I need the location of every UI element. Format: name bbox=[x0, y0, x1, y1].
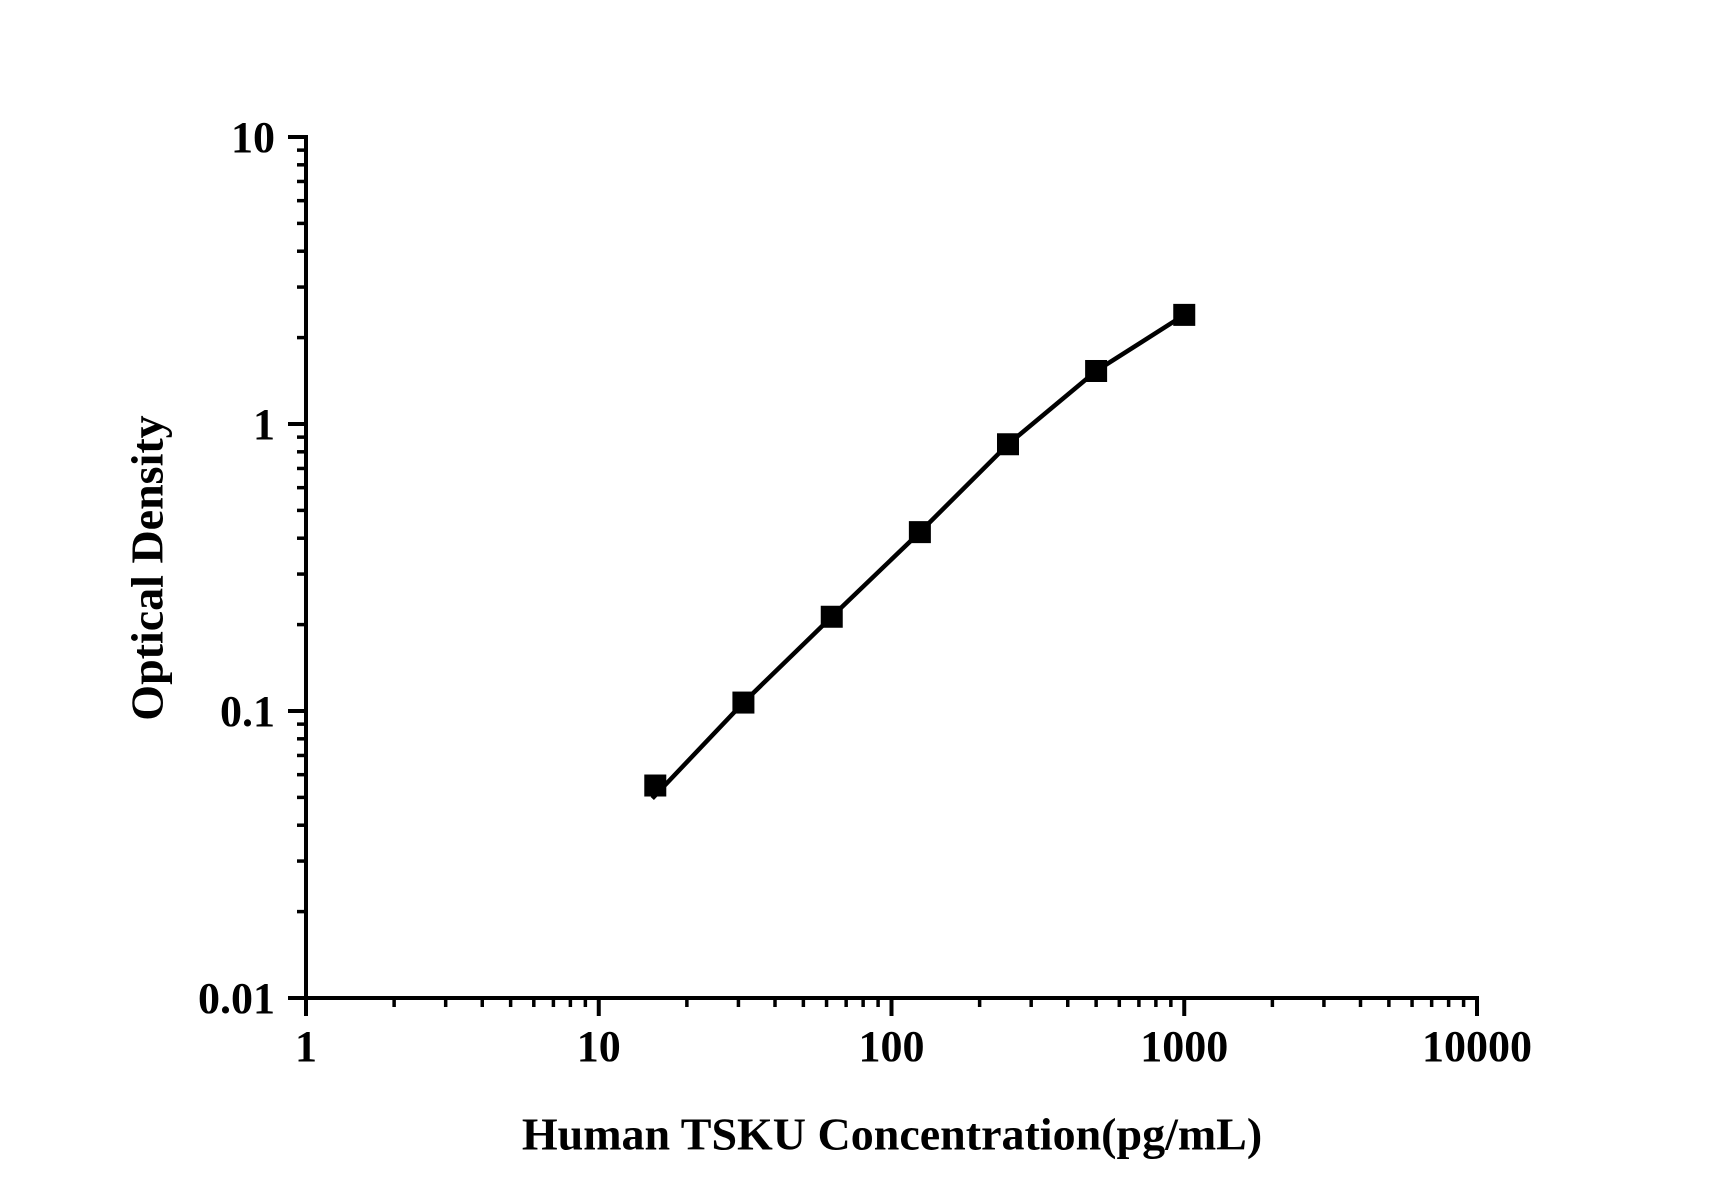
y-tick-label: 10 bbox=[231, 113, 275, 162]
tick-labels: 1 10 100 1000 10000 0.01 0.1 1 10 bbox=[198, 113, 1532, 1071]
data-point-marker bbox=[908, 521, 931, 544]
y-tick-label: 0.01 bbox=[198, 974, 275, 1023]
x-tick-label: 1000 bbox=[1140, 1022, 1228, 1071]
y-tick-label: 0.1 bbox=[220, 687, 275, 736]
data-point-marker bbox=[644, 774, 667, 797]
data-point-marker bbox=[1085, 359, 1108, 382]
y-axis-title: Optical Density bbox=[121, 415, 173, 721]
x-tick-label: 1 bbox=[295, 1022, 317, 1071]
data-point-marker bbox=[1173, 303, 1196, 326]
axes bbox=[304, 135, 1479, 1000]
x-tick-label: 10000 bbox=[1422, 1022, 1532, 1071]
series-standard-curve bbox=[644, 303, 1196, 801]
standard-curve-line bbox=[650, 313, 1186, 801]
x-axis-title: Human TSKU Concentration(pg/mL) bbox=[521, 1108, 1263, 1160]
data-point-marker bbox=[820, 605, 843, 628]
data-point-marker bbox=[996, 433, 1019, 456]
x-tick-label: 10 bbox=[577, 1022, 621, 1071]
data-point-marker bbox=[732, 691, 755, 714]
x-tick-label: 100 bbox=[859, 1022, 925, 1071]
y-tick-label: 1 bbox=[253, 400, 275, 449]
tick-marks bbox=[288, 135, 1479, 1016]
